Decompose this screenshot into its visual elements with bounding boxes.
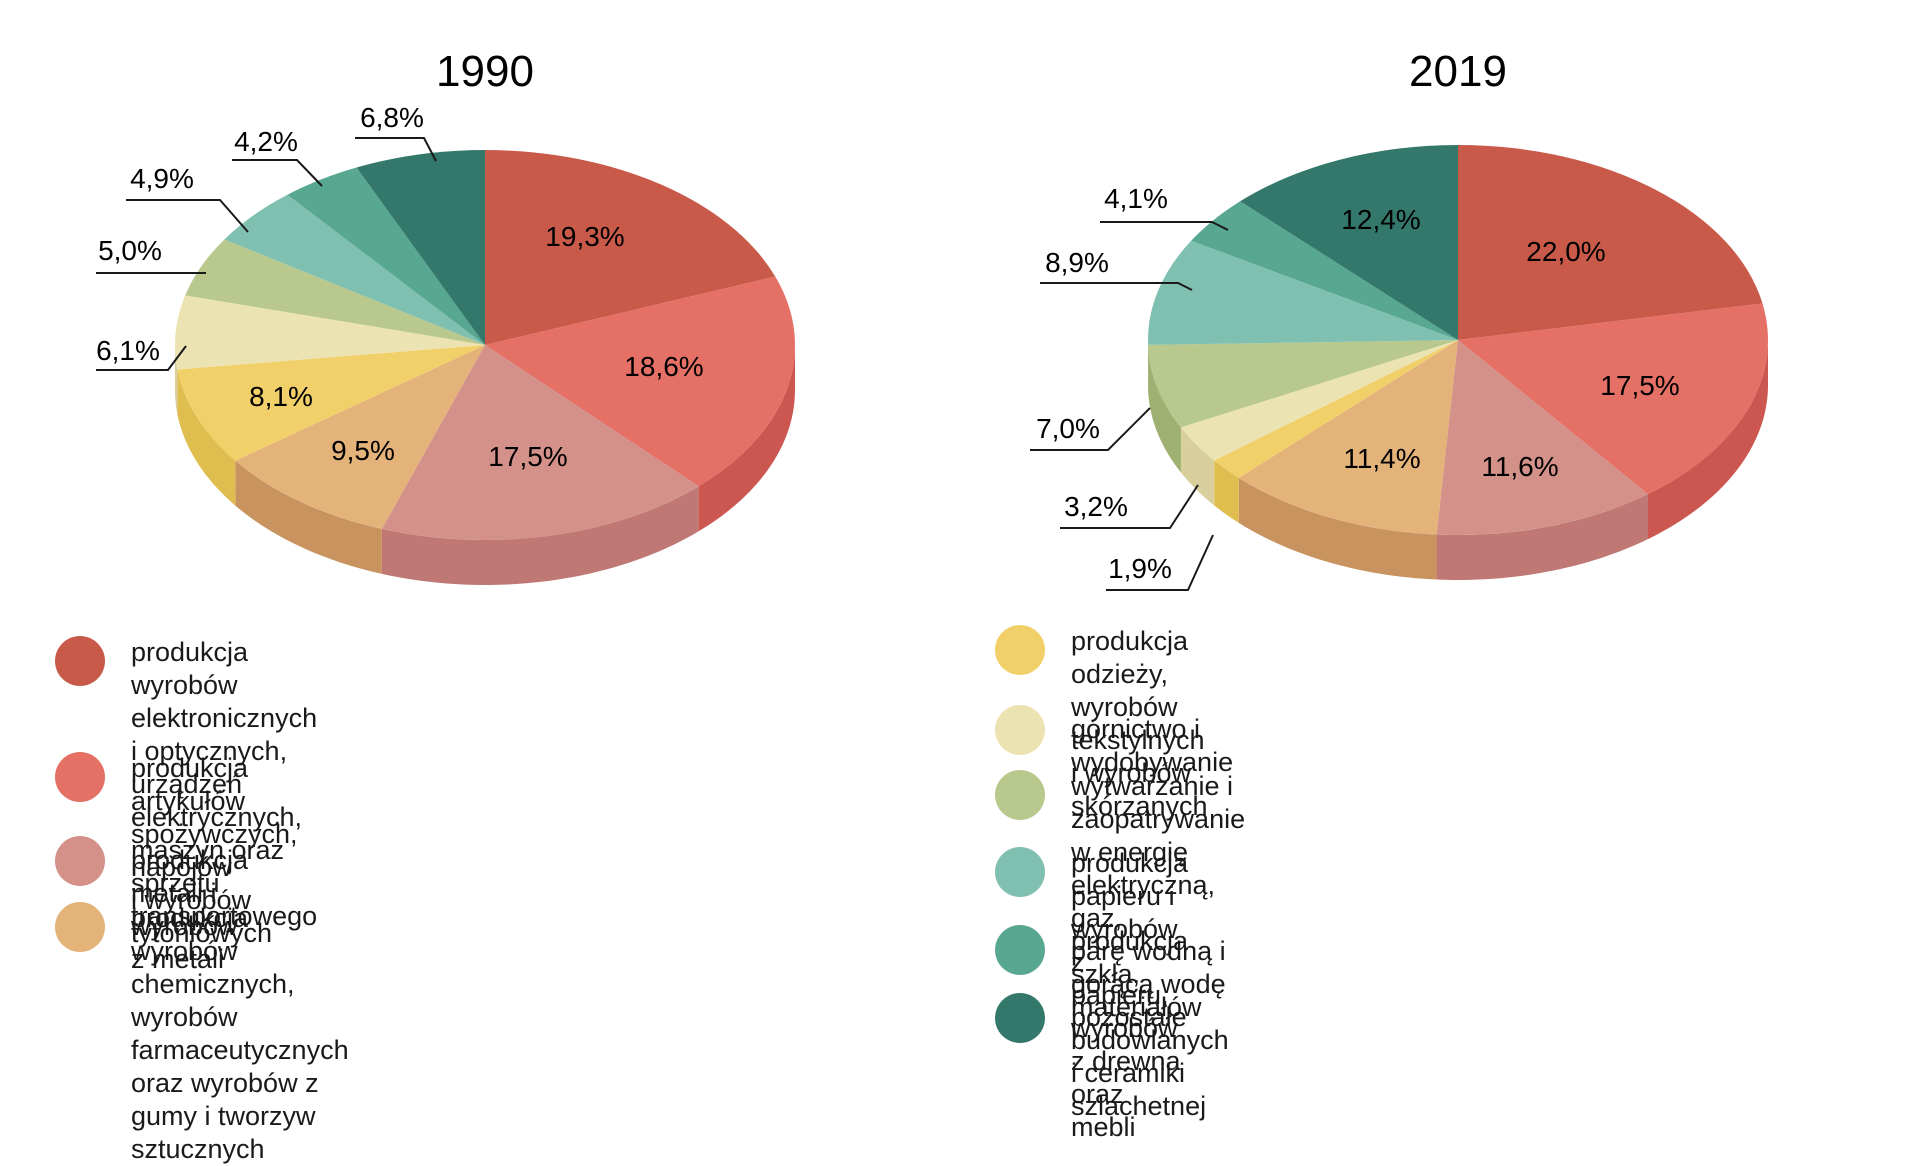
legend-item: pozostałe xyxy=(995,993,1187,1043)
slice-label: 12,4% xyxy=(1341,204,1420,235)
leader-line xyxy=(126,200,248,232)
legend-label-line: produkcja wyrobów chemicznych, wyrobów xyxy=(131,902,349,1034)
chart-title: 1990 xyxy=(436,47,534,96)
slice-label: 17,5% xyxy=(1600,370,1679,401)
legend-label-line: produkcja wyrobów elektronicznych i opty… xyxy=(131,636,317,768)
slice-label: 22,0% xyxy=(1526,236,1605,267)
legend-swatch xyxy=(55,636,105,686)
slice-label: 6,1% xyxy=(96,335,160,366)
slice-label: 3,2% xyxy=(1064,491,1128,522)
slice-label: 19,3% xyxy=(545,221,624,252)
slice-label: 4,2% xyxy=(234,126,298,157)
slice-label: 8,9% xyxy=(1045,247,1109,278)
pie-chart-1990: 1990 19,3% 18,6% 17,5% 9,5% 8,1% 6,1% 5,0% 4,9% 4… xyxy=(96,47,795,585)
legend-swatch xyxy=(55,752,105,802)
legend-swatch xyxy=(995,993,1045,1043)
slice-label: 8,1% xyxy=(249,381,313,412)
slice-label: 4,1% xyxy=(1104,183,1168,214)
slice-label: 17,5% xyxy=(488,441,567,472)
legend-label-line: sztucznych xyxy=(131,1133,349,1166)
legend-swatch xyxy=(55,836,105,886)
slice-label: 18,6% xyxy=(624,351,703,382)
slice-label: 6,8% xyxy=(360,102,424,133)
legend-swatch xyxy=(55,902,105,952)
slice-label: 4,9% xyxy=(130,163,194,194)
legend-item: górnictwo i wydobywanie xyxy=(995,705,1233,779)
legend-swatch xyxy=(995,925,1045,975)
legend-label-line: pozostałe xyxy=(1071,1001,1187,1034)
legend-swatch xyxy=(995,705,1045,755)
slice-label: 5,0% xyxy=(98,235,162,266)
legend-label-line: szlachetnej xyxy=(1071,1090,1229,1123)
legend-swatch xyxy=(995,847,1045,897)
legend-swatch xyxy=(995,770,1045,820)
legend-label: pozostałe xyxy=(1071,1001,1187,1034)
slice-label: 1,9% xyxy=(1108,553,1172,584)
slice-label: 11,6% xyxy=(1481,451,1558,482)
legend-label-line: farmaceutycznych oraz wyrobów z gumy i t… xyxy=(131,1034,349,1133)
chart-title: 2019 xyxy=(1409,47,1507,96)
leader-line xyxy=(232,160,322,186)
slice-label: 9,5% xyxy=(331,435,395,466)
slice-label: 11,4% xyxy=(1343,443,1420,474)
legend-swatch xyxy=(995,625,1045,675)
slice-label: 7,0% xyxy=(1036,413,1100,444)
pie-chart-2019: 2019 22,0% 17,5% 11,6% 11,4% 1,9% 3,2% 7,0% 8,9%… xyxy=(1030,47,1768,590)
